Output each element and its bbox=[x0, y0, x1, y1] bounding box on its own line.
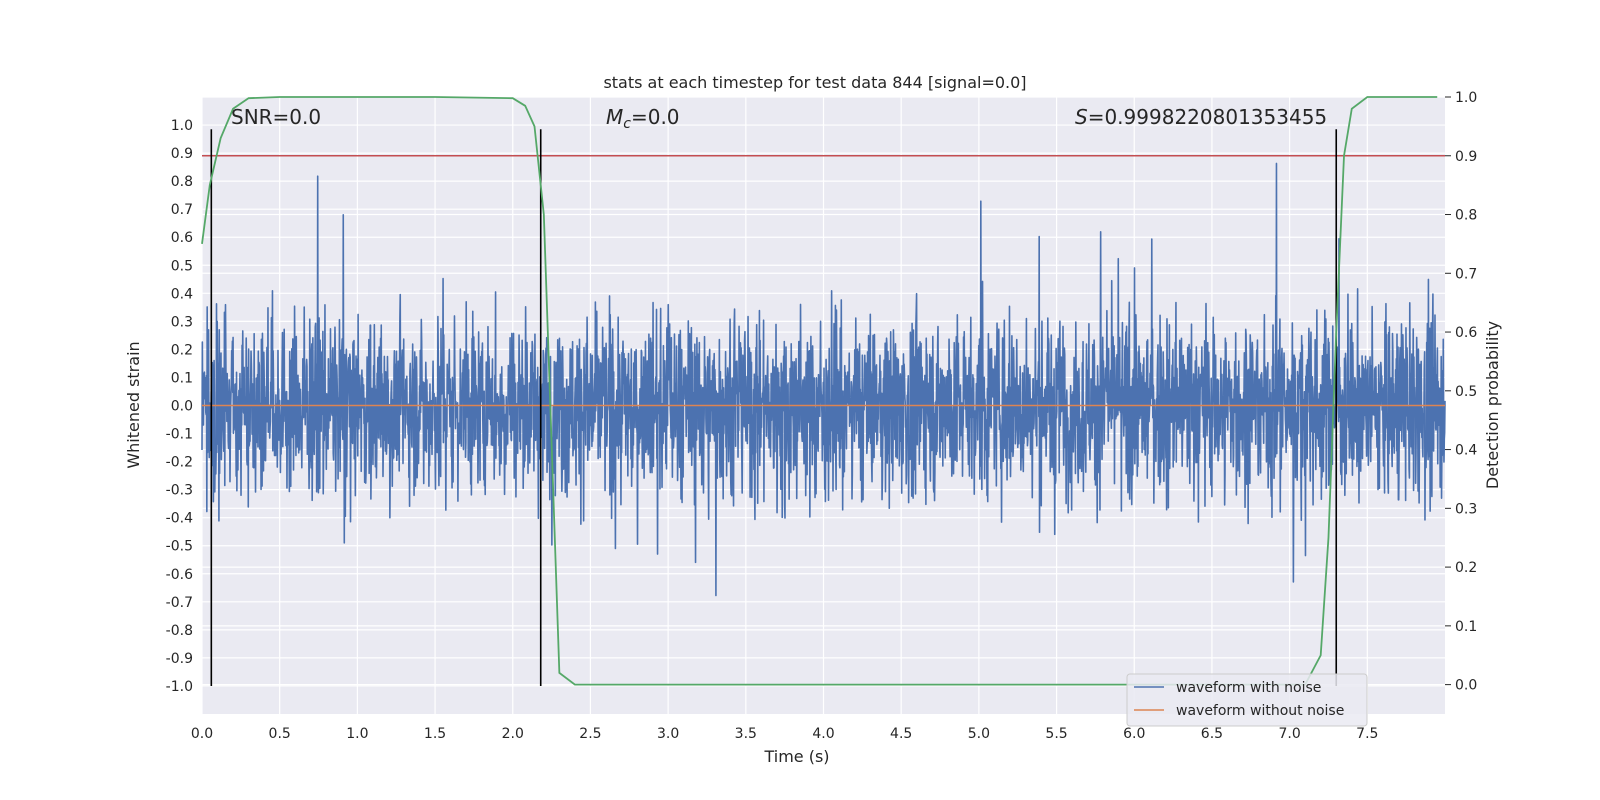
y2-tick-label: 0.3 bbox=[1455, 501, 1477, 517]
s-value: =0.9998220801353455 bbox=[1088, 105, 1327, 129]
y2-tick-label: 0.8 bbox=[1455, 208, 1477, 224]
legend-box bbox=[1126, 673, 1368, 727]
x-tick-label: 1.5 bbox=[424, 726, 446, 742]
x-tick-label: 7.5 bbox=[1356, 726, 1378, 742]
x-tick-label: 2.0 bbox=[502, 726, 524, 742]
y2-tick-label: 0.6 bbox=[1455, 325, 1477, 341]
x-tick-label: 0.0 bbox=[191, 726, 213, 742]
y2-tick-label: 0.4 bbox=[1455, 443, 1477, 459]
x-tick-label: 3.5 bbox=[735, 726, 757, 742]
x-tick-label: 3.0 bbox=[657, 726, 679, 742]
x-tick-label: 7.0 bbox=[1278, 726, 1300, 742]
y2-tick-label: 0.7 bbox=[1455, 266, 1477, 282]
series-waveform-with-noise bbox=[201, 162, 1446, 597]
y-tick-label: 0.6 bbox=[171, 230, 193, 246]
y-tick-label: -0.6 bbox=[166, 567, 193, 583]
y2-tick-label: 1.0 bbox=[1455, 90, 1477, 106]
legend-label-noise: waveform with noise bbox=[1176, 680, 1321, 696]
y-tick-label: -0.8 bbox=[166, 623, 193, 639]
y-tick-label: 0.4 bbox=[171, 286, 193, 302]
x-tick-label: 2.5 bbox=[579, 726, 601, 742]
y2-tick-label: 0.9 bbox=[1455, 149, 1477, 165]
noise-waveform-line bbox=[201, 162, 1446, 597]
y-tick-label: 0.1 bbox=[171, 370, 193, 386]
s-annotation: S=0.9998220801353455 bbox=[1075, 105, 1327, 129]
y-tick-label: 0.2 bbox=[171, 342, 193, 358]
x-tick-label: 4.0 bbox=[812, 726, 834, 742]
y2-axis-ticks: 1.0 0.9 0.8 0.7 0.6 0.5 0.4 0.3 0.2 0.1 0.0 bbox=[1445, 90, 1477, 694]
y-tick-label: -0.4 bbox=[166, 511, 193, 527]
overlays bbox=[201, 96, 1445, 686]
y-tick-label: 0.5 bbox=[171, 258, 193, 274]
y-axis-label: Whitened strain bbox=[124, 341, 143, 468]
y-tick-label: 0.0 bbox=[171, 399, 193, 415]
y-tick-label: 0.9 bbox=[171, 146, 193, 162]
mc-value: =0.0 bbox=[631, 105, 680, 129]
y2-tick-label: 0.5 bbox=[1455, 384, 1477, 400]
y-tick-label: -0.7 bbox=[166, 595, 193, 611]
x-tick-label: 6.0 bbox=[1123, 726, 1145, 742]
x-axis-label: Time (s) bbox=[763, 747, 829, 766]
y-tick-label: -0.2 bbox=[166, 455, 193, 471]
y-axis-ticks: 1.0 0.9 0.8 0.7 0.6 0.5 0.4 0.3 0.2 0.1 0.0 -0.1 -0.… bbox=[166, 118, 193, 695]
y2-tick-label: 0.0 bbox=[1455, 678, 1477, 694]
y-tick-label: -0.9 bbox=[166, 651, 193, 667]
mc-subscript: c bbox=[623, 116, 631, 132]
x-tick-label: 5.5 bbox=[1045, 726, 1067, 742]
x-tick-label: 0.5 bbox=[269, 726, 291, 742]
detection-probability-line bbox=[201, 96, 1438, 686]
mc-annotation: Mc=0.0 bbox=[606, 105, 680, 132]
x-tick-label: 5.0 bbox=[968, 726, 990, 742]
y2-tick-label: 0.1 bbox=[1455, 619, 1477, 635]
y2-axis-label: Detection probability bbox=[1483, 321, 1502, 489]
y-tick-label: -0.3 bbox=[166, 483, 193, 499]
y-tick-label: 0.7 bbox=[171, 202, 193, 218]
x-tick-label: 6.5 bbox=[1201, 726, 1223, 742]
chart-title: stats at each timestep for test data 844… bbox=[603, 73, 1026, 92]
x-tick-label: 4.5 bbox=[890, 726, 912, 742]
legend: waveform with noise waveform without noi… bbox=[1126, 673, 1368, 727]
mc-symbol: M bbox=[606, 105, 623, 129]
x-axis-ticks: 0.0 0.5 1.0 1.5 2.0 2.5 3.0 3.5 4.0 4.5 5.0 5.5 6.0 6… bbox=[191, 726, 1379, 742]
snr-annotation: SNR=0.0 bbox=[231, 105, 321, 129]
y-tick-label: 0.8 bbox=[171, 174, 193, 190]
x-tick-label: 1.0 bbox=[346, 726, 368, 742]
y2-tick-label: 0.2 bbox=[1455, 560, 1477, 576]
y-tick-label: -0.1 bbox=[166, 427, 193, 443]
y-tick-label: 1.0 bbox=[171, 118, 193, 134]
y-tick-label: -0.5 bbox=[166, 539, 193, 555]
s-symbol: S bbox=[1075, 105, 1088, 129]
y-tick-label: 0.3 bbox=[171, 314, 193, 330]
legend-label-clean: waveform without noise bbox=[1176, 703, 1344, 719]
y-tick-label: -1.0 bbox=[166, 679, 193, 695]
